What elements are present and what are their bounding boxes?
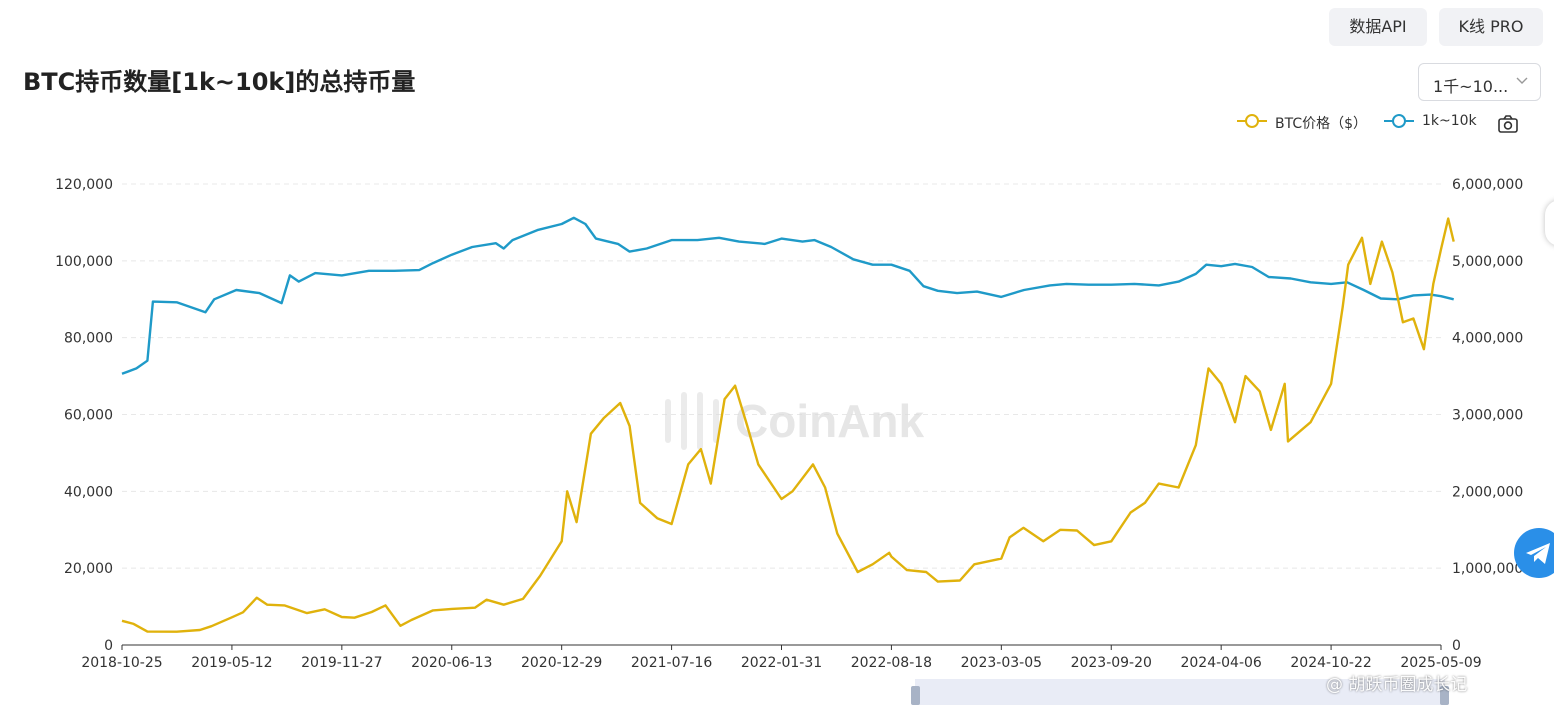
zoom-handle-right[interactable] bbox=[1440, 686, 1449, 705]
x-tick-label: 2023-03-05 bbox=[961, 655, 1042, 671]
legend-circle-icon bbox=[1384, 114, 1414, 128]
holding-range-value: 1千~10... bbox=[1433, 77, 1509, 96]
y-right-tick-label: 0 bbox=[1452, 638, 1461, 654]
x-tick-label: 2023-09-20 bbox=[1071, 655, 1152, 671]
x-tick-label: 2022-01-31 bbox=[741, 655, 822, 671]
x-tick-label: 2019-11-27 bbox=[301, 655, 382, 671]
side-panel-tab[interactable] bbox=[1545, 200, 1554, 246]
series-line-holdings bbox=[121, 216, 1454, 375]
x-tick-label: 2018-10-25 bbox=[81, 655, 162, 671]
x-tick-label: 2020-06-13 bbox=[411, 655, 492, 671]
y-right-tick-label: 2,000,000 bbox=[1452, 484, 1523, 500]
y-left-tick-label: 0 bbox=[104, 638, 113, 654]
holding-range-select[interactable]: 1千~10... bbox=[1418, 63, 1541, 101]
chevron-down-icon bbox=[1516, 77, 1528, 84]
legend-label-holdings: 1k~10k bbox=[1422, 113, 1477, 129]
x-tick-label: 2019-05-12 bbox=[191, 655, 272, 671]
y-right-tick-label: 6,000,000 bbox=[1452, 177, 1523, 193]
series-line-btc-price bbox=[121, 217, 1455, 633]
kline-pro-button[interactable]: K线 PRO bbox=[1439, 8, 1543, 46]
y-left-tick-label: 20,000 bbox=[64, 561, 113, 577]
x-tick-label: 2021-07-16 bbox=[631, 655, 712, 671]
y-left-tick-label: 100,000 bbox=[55, 254, 113, 270]
y-left-tick-label: 80,000 bbox=[64, 331, 113, 347]
page-title: BTC持币数量[1k~10k]的总持币量 bbox=[23, 68, 416, 96]
x-tick-label: 2024-04-06 bbox=[1180, 655, 1261, 671]
legend-item-btc-price[interactable]: BTC价格（$） bbox=[1237, 112, 1372, 132]
zoom-handle-left[interactable] bbox=[911, 686, 920, 705]
telegram-icon bbox=[1526, 543, 1550, 564]
y-right-tick-label: 5,000,000 bbox=[1452, 254, 1523, 270]
y-right-tick-label: 1,000,000 bbox=[1452, 561, 1523, 577]
legend-circle-icon bbox=[1237, 114, 1267, 128]
telegram-button[interactable] bbox=[1514, 528, 1554, 578]
watermark-logo-icon bbox=[665, 392, 719, 450]
x-tick-label: 2020-12-29 bbox=[521, 655, 602, 671]
x-tick-label: 2022-08-18 bbox=[851, 655, 932, 671]
y-right-tick-label: 4,000,000 bbox=[1452, 331, 1523, 347]
legend-item-holdings[interactable]: 1k~10k bbox=[1384, 112, 1479, 132]
zoom-slider-track[interactable] bbox=[915, 679, 1445, 705]
legend-label-btc-price: BTC价格（$） bbox=[1275, 116, 1368, 132]
y-left-tick-label: 120,000 bbox=[55, 177, 113, 193]
footer-watermark: @ 胡跃币圈成长记 bbox=[1326, 675, 1468, 695]
x-tick-label: 2025-05-09 bbox=[1400, 655, 1481, 671]
gridlines bbox=[122, 183, 1441, 569]
series-layer bbox=[121, 216, 1455, 633]
watermark-text: CoinAnk bbox=[735, 395, 925, 447]
y-axis-right: 0 1,000,000 2,000,000 3,000,000 4,000,000 5,0… bbox=[1452, 177, 1523, 654]
x-axis: 2018-10-25 2019-05-12 2019-11-27 2020-06-13… bbox=[81, 645, 1482, 671]
y-left-tick-label: 60,000 bbox=[64, 408, 113, 424]
x-tick-label: 2024-10-22 bbox=[1290, 655, 1371, 671]
y-axis-left: 0 20,000 40,000 60,000 80,000 100,000 120,000 bbox=[55, 177, 113, 654]
data-api-button[interactable]: 数据API bbox=[1329, 8, 1427, 46]
camera-icon[interactable] bbox=[1497, 114, 1519, 134]
y-right-tick-label: 3,000,000 bbox=[1452, 408, 1523, 424]
y-left-tick-label: 40,000 bbox=[64, 484, 113, 500]
